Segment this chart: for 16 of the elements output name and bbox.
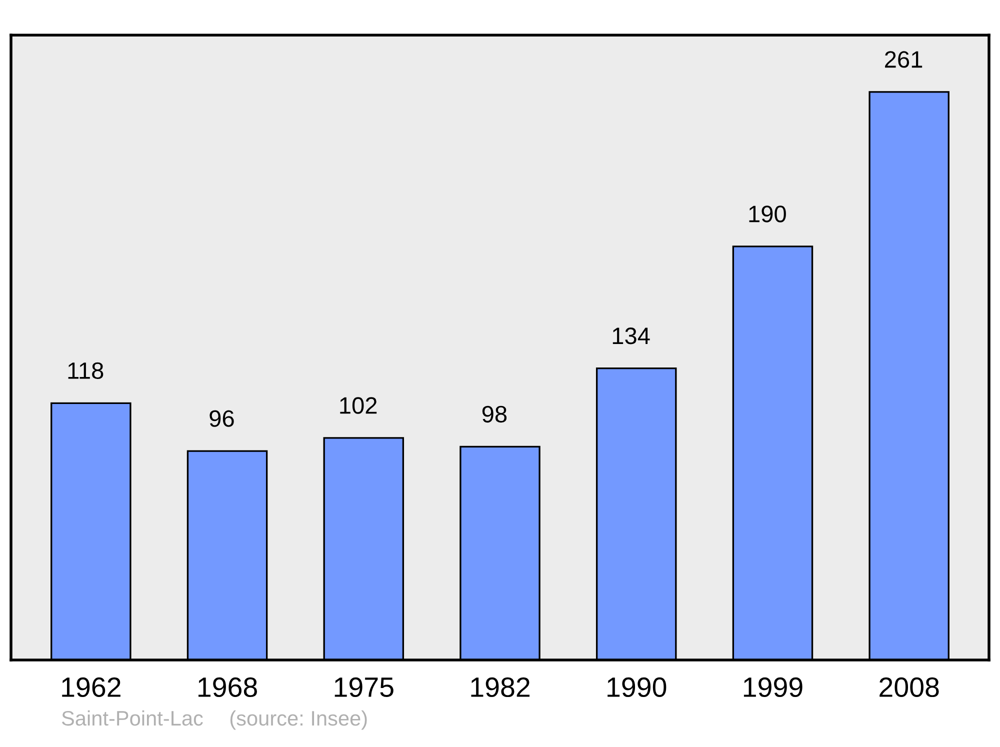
x-tick-label: 2008	[880, 677, 939, 698]
text: Saint-Point-Lac	[62, 710, 203, 726]
text: (source: Insee)	[230, 710, 367, 730]
data-label: 102	[340, 397, 377, 414]
data-label: 261	[885, 51, 922, 68]
x-tick-label: 1968	[198, 677, 257, 698]
data-label: 98	[482, 406, 507, 423]
x-tick-label: 1975	[334, 677, 394, 698]
data-label: 118	[68, 362, 104, 380]
x-tick-label: 1999	[744, 677, 802, 698]
x-tick-label: 1962	[62, 677, 120, 698]
x-tick-label: 1990	[608, 677, 666, 698]
data-label: 190	[749, 206, 786, 222]
x-tick-label: 1982	[471, 677, 530, 698]
data-label: 96	[210, 410, 234, 427]
data-label: 134	[612, 327, 650, 344]
